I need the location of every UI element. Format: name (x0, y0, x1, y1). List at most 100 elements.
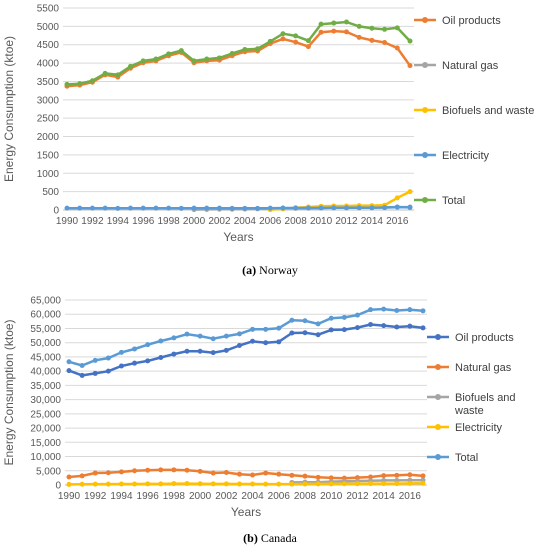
norway-ytick-label: 1000 (37, 169, 60, 180)
norway-point-electricity (178, 205, 184, 211)
canada-point-total (197, 333, 203, 339)
canada-point-natural-gas (368, 474, 374, 480)
canada-point-electricity (145, 481, 151, 487)
canada-point-electricity (289, 481, 295, 487)
norway-point-electricity (128, 205, 134, 211)
canada-point-electricity (223, 481, 229, 487)
canada-legend-marker-oil-products (435, 334, 441, 340)
norway-point-total (89, 78, 95, 84)
norway-point-total (64, 81, 70, 87)
canada-xtick-label: 2008 (294, 491, 317, 502)
canada-xtick-label: 2000 (189, 491, 212, 502)
canada-point-electricity (105, 481, 111, 487)
norway-point-total (191, 58, 197, 64)
norway-legend-marker-total (422, 197, 428, 203)
canada-point-total (354, 312, 360, 318)
canada-point-total (250, 326, 256, 332)
canada-point-total (394, 308, 400, 314)
norway-point-oil-products (305, 44, 311, 50)
canada-point-total (368, 307, 374, 313)
norway-point-electricity (407, 204, 413, 210)
norway-ytick-label: 4500 (37, 40, 60, 51)
norway-caption: (a) Norway (242, 263, 298, 277)
canada-legend-marker-total (435, 454, 441, 460)
canada-point-oil-products (79, 372, 85, 378)
norway-point-total (280, 31, 286, 37)
norway-point-total (216, 55, 222, 61)
norway-legend-label-line: Electricity (442, 150, 490, 162)
canada-point-total (263, 326, 269, 332)
canada-point-natural-gas (328, 475, 334, 481)
canada-legend-label-natural-gas: Natural gas (455, 362, 512, 374)
canada-xtick-label: 2012 (346, 491, 369, 502)
norway-point-total (242, 47, 248, 53)
canada-point-natural-gas (197, 468, 203, 474)
norway-legend-label-biofuels-and-waste: Biofuels and waste (442, 105, 534, 117)
norway-legend-label-line: Biofuels and waste (442, 105, 534, 117)
canada-point-total (302, 318, 308, 324)
canada-ytick-label: 35,000 (30, 381, 61, 392)
canada-xtick-label: 2010 (320, 491, 343, 502)
norway-xtick-label: 1998 (158, 216, 181, 227)
canada-xtick-label: 2014 (373, 491, 396, 502)
canada-point-total (328, 315, 334, 321)
canada-point-electricity (420, 480, 426, 486)
norway-point-electricity (115, 205, 121, 211)
norway-point-electricity (166, 205, 172, 211)
canada-legend-label-line: Oil products (455, 332, 514, 344)
norway-point-total (394, 25, 400, 31)
canada-point-oil-products (210, 350, 216, 356)
norway-legend-label-line: Oil products (442, 15, 501, 27)
canada-series-line-total (68, 307, 424, 367)
norway-point-oil-products (331, 28, 337, 34)
canada-point-total (132, 346, 138, 352)
canada-point-total (407, 307, 413, 313)
canada-point-natural-gas (394, 472, 400, 478)
norway-xtick-label: 2016 (386, 216, 409, 227)
canada-point-natural-gas (236, 471, 242, 477)
norway-legend-label-total: Total (442, 195, 465, 207)
canada-point-total (118, 349, 124, 355)
canada-point-oil-products (381, 323, 387, 329)
canada-xtick-label: 2006 (268, 491, 291, 502)
canada-ytick-label: 55,000 (30, 324, 61, 335)
canada-point-total (79, 362, 85, 368)
norway-xtick-label: 2006 (259, 216, 282, 227)
norway-point-oil-products (369, 37, 375, 43)
norway-point-oil-products (280, 36, 286, 42)
canada-legend-label-line: Natural gas (455, 362, 512, 374)
norway-point-electricity (229, 205, 235, 211)
norway-xtick-label: 1996 (132, 216, 155, 227)
canada-point-natural-gas (289, 472, 295, 478)
canada-xtick-label: 1992 (84, 491, 107, 502)
norway-point-total (178, 48, 184, 54)
canada-point-natural-gas (315, 474, 321, 480)
canada-point-total (158, 338, 164, 344)
canada-legend-marker-natural-gas (435, 364, 441, 370)
canada-point-oil-products (132, 360, 138, 366)
canada-legend-label-biofuels-and-waste: Biofuels and waste (454, 392, 516, 417)
canada-point-total (105, 355, 111, 361)
canada-ytick-label: 30,000 (30, 395, 61, 406)
canada-point-natural-gas (171, 467, 177, 473)
canada-legend-label-oil-products: Oil products (455, 332, 514, 344)
norway-legend-label-oil-products: Oil products (442, 15, 501, 27)
canada-series-line-electricity (68, 482, 424, 486)
canada-ytick-label: 0 (55, 481, 61, 492)
norway-xtick-label: 2002 (208, 216, 231, 227)
canada-point-electricity (407, 480, 413, 486)
canada-point-total (171, 335, 177, 341)
canada-point-oil-products (223, 347, 229, 353)
canada-point-natural-gas (223, 469, 229, 475)
canada-point-electricity (79, 481, 85, 487)
canada-ytick-label: 50,000 (30, 338, 61, 349)
canada-ytick-label: 20,000 (30, 424, 61, 435)
canada-point-natural-gas (79, 473, 85, 479)
norway-point-electricity (369, 205, 375, 211)
canada-point-oil-products (236, 343, 242, 349)
canada-point-oil-products (263, 340, 269, 346)
norway-ytick-label: 2000 (37, 132, 60, 143)
canada-ytick-label: 60,000 (30, 310, 61, 321)
canada-ytick-label: 25,000 (30, 409, 61, 420)
norway-point-electricity (64, 205, 70, 211)
